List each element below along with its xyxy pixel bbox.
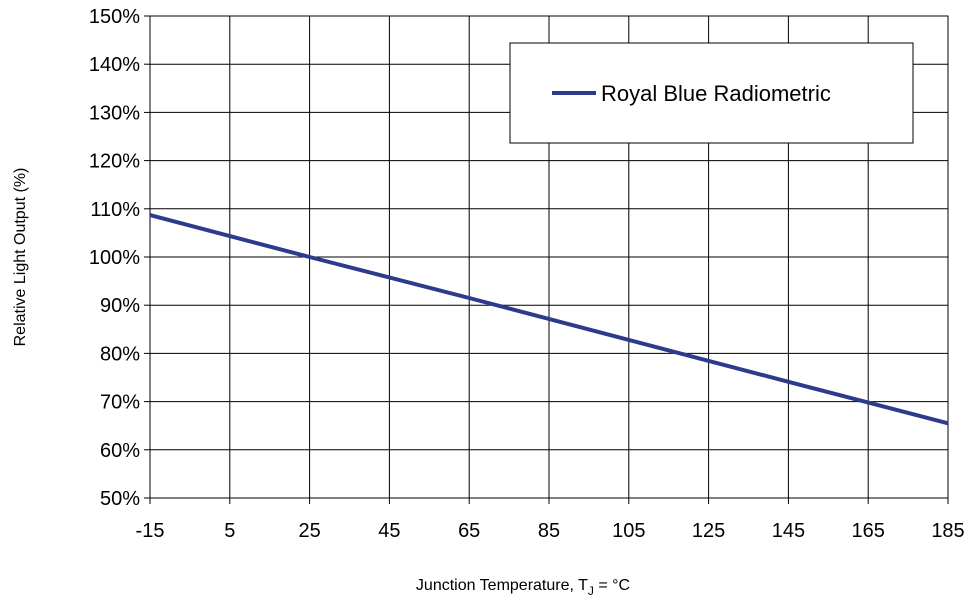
x-tick-label: 105 [612,520,645,542]
x-axis-title-main: Junction Temperature, T [416,577,588,594]
y-tick-label: 150% [89,6,140,28]
y-tick-labels: 50% 60% 70% 80% 90% 100% 110% 120% 130% 140% 150% [89,6,140,510]
y-tick-label: 60% [100,440,140,462]
x-tick-label: 165 [852,520,885,542]
y-tick-label: 130% [89,102,140,124]
y-tick-label: 120% [89,151,140,173]
x-axis-title-subscript: J [588,584,594,598]
y-tick-label: 110% [90,199,140,221]
legend: Royal Blue Radiometric [509,42,914,144]
x-tick-label: 5 [224,520,235,542]
x-tick-label: 145 [772,520,805,542]
series-lines [149,213,949,426]
x-tick-label: 85 [538,520,560,542]
y-tick-label: 100% [89,247,140,269]
y-tick-label: 140% [89,54,140,76]
series-line [149,213,949,426]
x-tick-label: 25 [298,520,320,542]
x-tick-label: 45 [378,520,400,542]
x-axis-title-suffix: = °C [594,577,630,594]
x-tick-labels: -15 5 25 45 65 85 105 125 145 165 185 [136,520,965,542]
legend-label: Royal Blue Radiometric [601,81,831,106]
axes [144,15,949,504]
x-tick-label: -15 [136,520,165,542]
y-axis-title: Relative Light Output (%) [12,168,29,347]
y-tick-label: 50% [100,488,140,510]
y-tick-label: 80% [100,343,140,365]
y-tick-label: 70% [100,392,140,414]
x-tick-label: 125 [692,520,725,542]
x-tick-label: 65 [458,520,480,542]
x-axis-title: Junction Temperature, TJ = °C [416,577,630,598]
y-tick-label: 90% [100,295,140,317]
x-tick-label: 185 [931,520,964,542]
plot-border [149,15,949,499]
